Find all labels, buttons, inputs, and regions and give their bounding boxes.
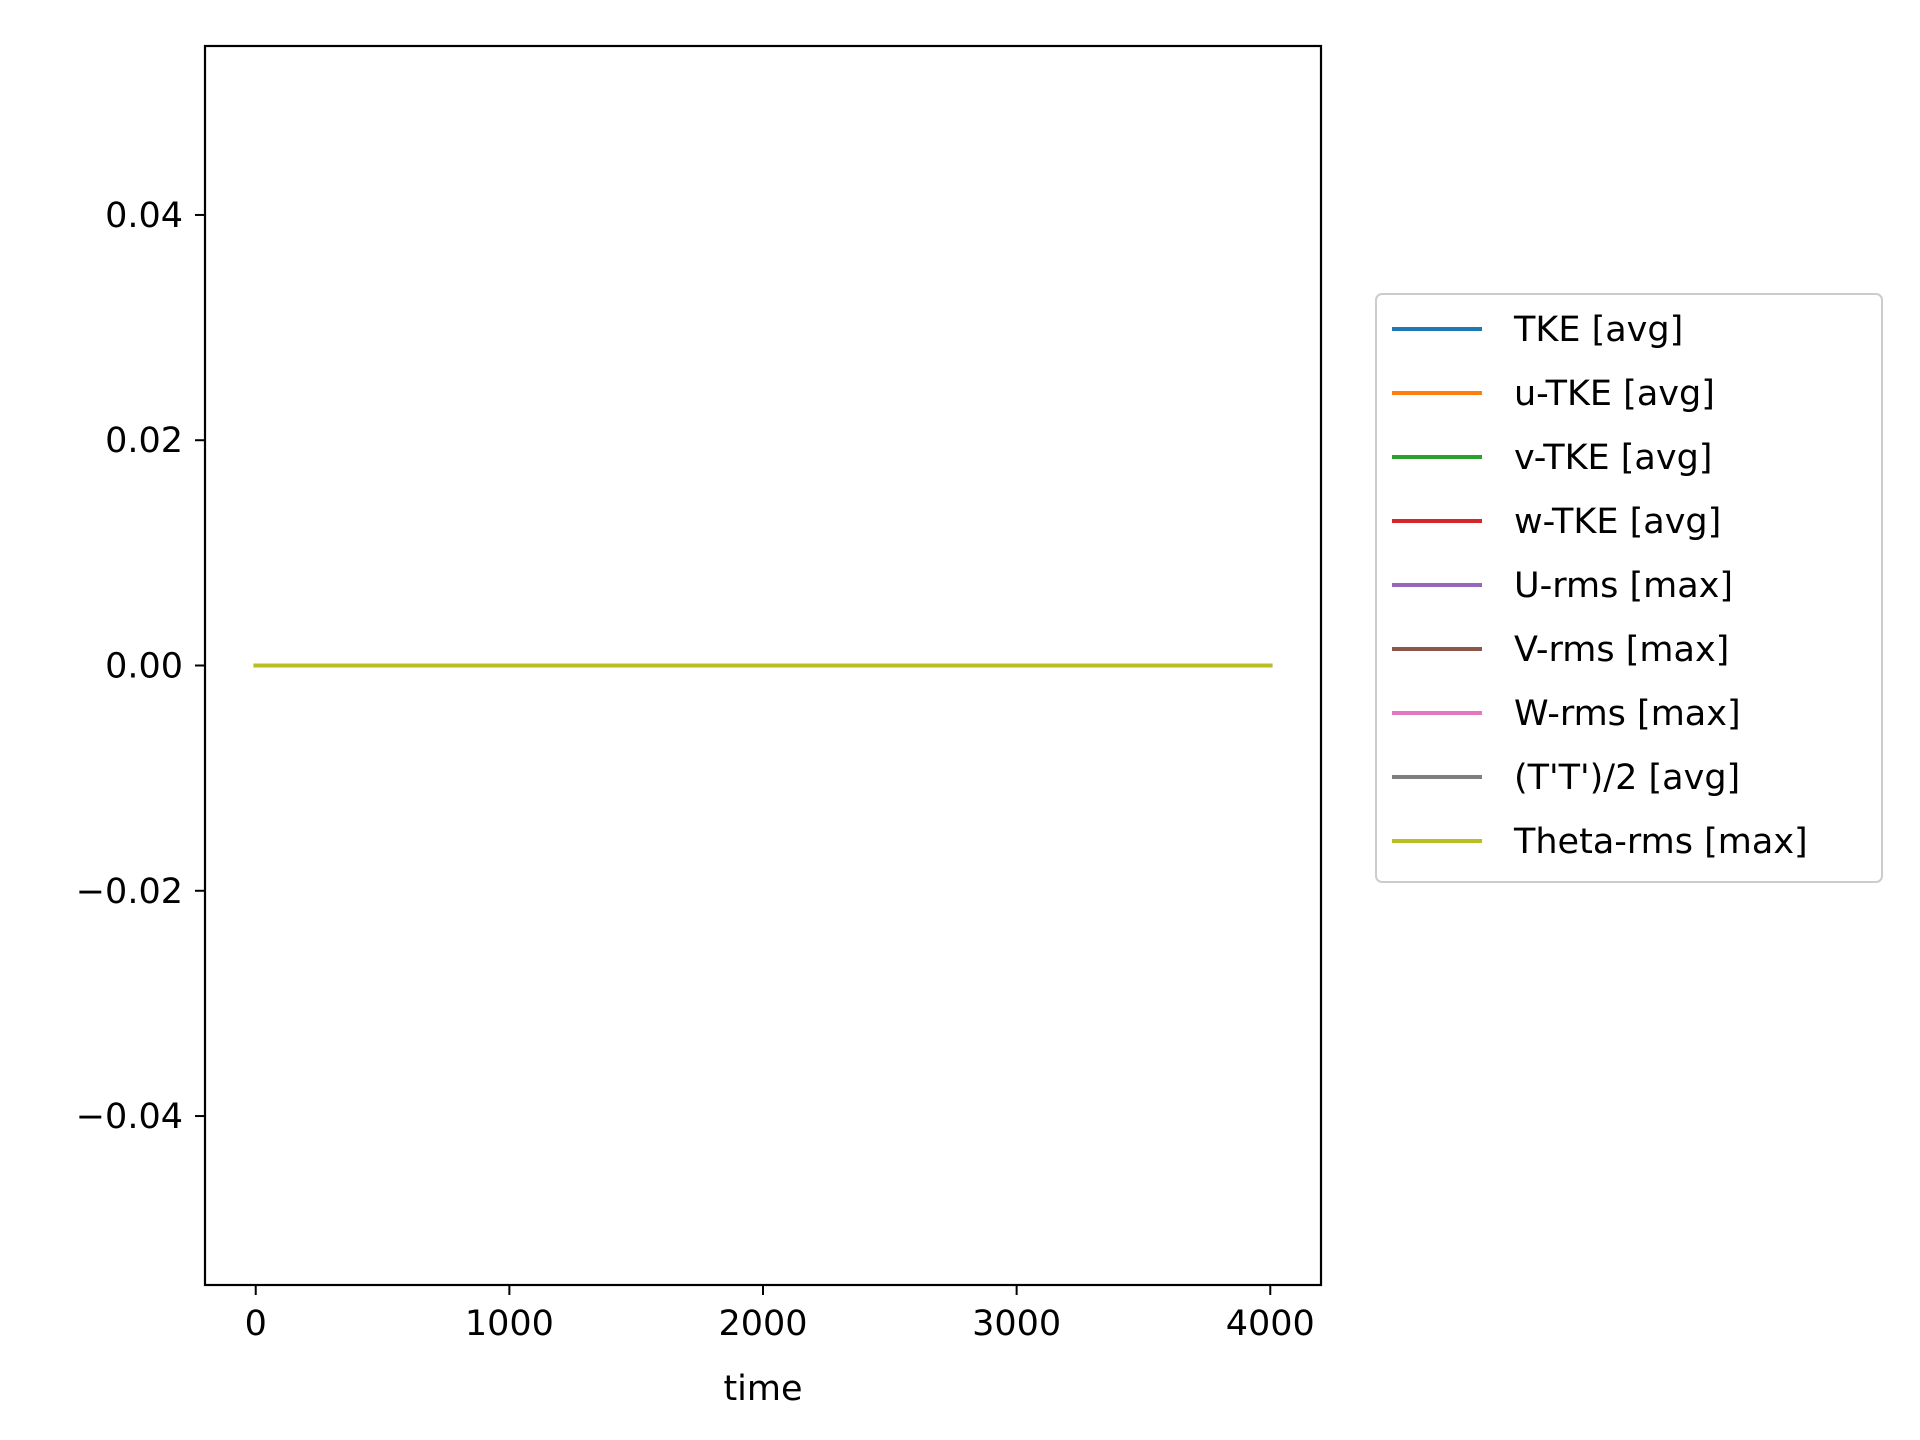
x-tick-label: 2000 xyxy=(718,1304,807,1344)
legend-label: w-TKE [avg] xyxy=(1514,502,1721,542)
legend-label: U-rms [max] xyxy=(1514,566,1733,606)
legend-label: W-rms [max] xyxy=(1514,694,1741,734)
legend-label: Theta-rms [max] xyxy=(1513,822,1808,862)
y-tick-label: 0.04 xyxy=(105,196,183,236)
legend-label: v-TKE [avg] xyxy=(1514,438,1712,478)
y-tick-label: −0.02 xyxy=(76,872,183,912)
y-tick-label: −0.04 xyxy=(76,1097,183,1137)
legend-label: TKE [avg] xyxy=(1513,310,1683,350)
x-tick-label: 0 xyxy=(245,1304,267,1344)
x-axis-ticks: 0 1000 2000 3000 4000 xyxy=(245,1285,1315,1344)
x-axis-label: time xyxy=(723,1369,802,1409)
legend-label: u-TKE [avg] xyxy=(1514,374,1715,414)
x-tick-label: 4000 xyxy=(1226,1304,1315,1344)
y-axis-ticks: −0.04 −0.02 0.00 0.02 0.04 xyxy=(76,196,205,1137)
legend-label: (T'T')/2 [avg] xyxy=(1514,758,1740,798)
y-tick-label: 0.02 xyxy=(105,421,183,461)
y-tick-label: 0.00 xyxy=(105,647,183,687)
x-tick-label: 3000 xyxy=(972,1304,1061,1344)
x-tick-label: 1000 xyxy=(465,1304,554,1344)
legend: TKE [avg] u-TKE [avg] v-TKE [avg] w-TKE [av… xyxy=(1375,293,1883,883)
legend-label: V-rms [max] xyxy=(1514,630,1729,670)
legend-box xyxy=(1375,293,1883,883)
